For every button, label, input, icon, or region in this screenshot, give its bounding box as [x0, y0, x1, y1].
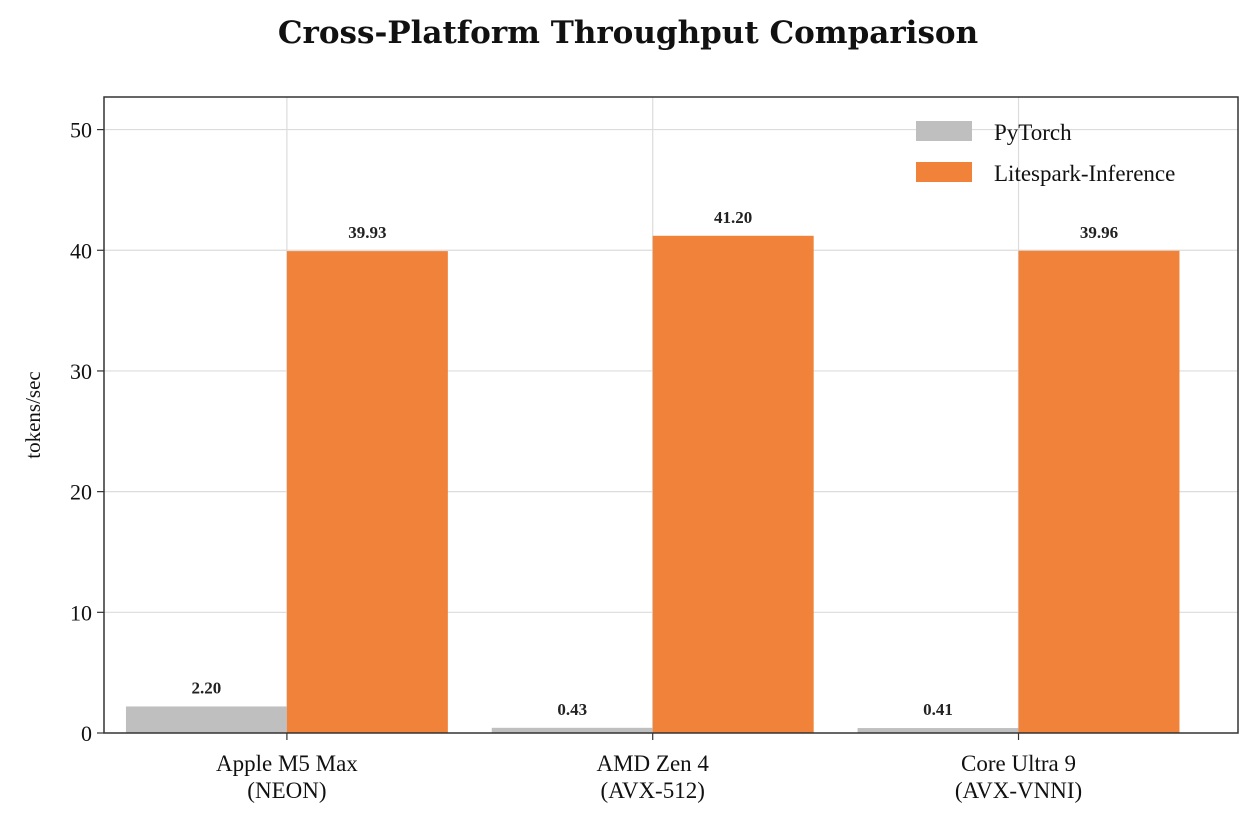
bar — [286, 251, 448, 733]
y-axis-label: tokens/sec — [21, 371, 45, 458]
y-tick-label: 20 — [70, 480, 92, 505]
bar — [1018, 250, 1180, 733]
bar — [857, 728, 1019, 733]
legend-swatch-litespark-inference — [916, 162, 972, 182]
bar — [491, 727, 653, 733]
bar — [125, 706, 287, 733]
data-label: 2.20 — [192, 678, 222, 697]
x-tick-label: Apple M5 Max (NEON) — [216, 751, 358, 803]
y-tick-label: 40 — [70, 238, 92, 263]
legend-label-pytorch: PyTorch — [994, 120, 1072, 145]
legend-label-litespark-inference: Litespark-Inference — [994, 161, 1175, 186]
x-axis: Apple M5 Max (NEON) AMD Zen 4 (AVX-512) Core… — [216, 733, 1082, 803]
y-tick-label: 30 — [70, 359, 92, 384]
data-label: 0.41 — [923, 700, 953, 719]
legend-swatch-pytorch — [916, 121, 972, 141]
y-tick-label: 10 — [70, 600, 92, 625]
data-label: 39.96 — [1080, 223, 1118, 242]
x-tick-label: AMD Zen 4 (AVX-512) — [596, 751, 709, 803]
y-tick-label: 50 — [70, 118, 92, 143]
x-tick-label: Core Ultra 9 (AVX-VNNI) — [955, 751, 1082, 803]
y-axis: 0 10 20 30 40 50 — [70, 118, 104, 746]
bars — [125, 235, 1180, 733]
data-label: 41.20 — [714, 208, 752, 227]
y-tick-label: 0 — [81, 721, 92, 746]
chart-title: Cross-Platform Throughput Comparison — [278, 15, 978, 51]
legend: PyTorch Litespark-Inference — [916, 120, 1175, 186]
data-label: 39.93 — [348, 223, 386, 242]
data-labels: 2.20 0.43 0.41 39.93 41.20 39.96 — [192, 208, 1119, 719]
bar — [652, 235, 814, 733]
plot-frame — [103, 96, 1239, 734]
data-label: 0.43 — [557, 700, 587, 719]
